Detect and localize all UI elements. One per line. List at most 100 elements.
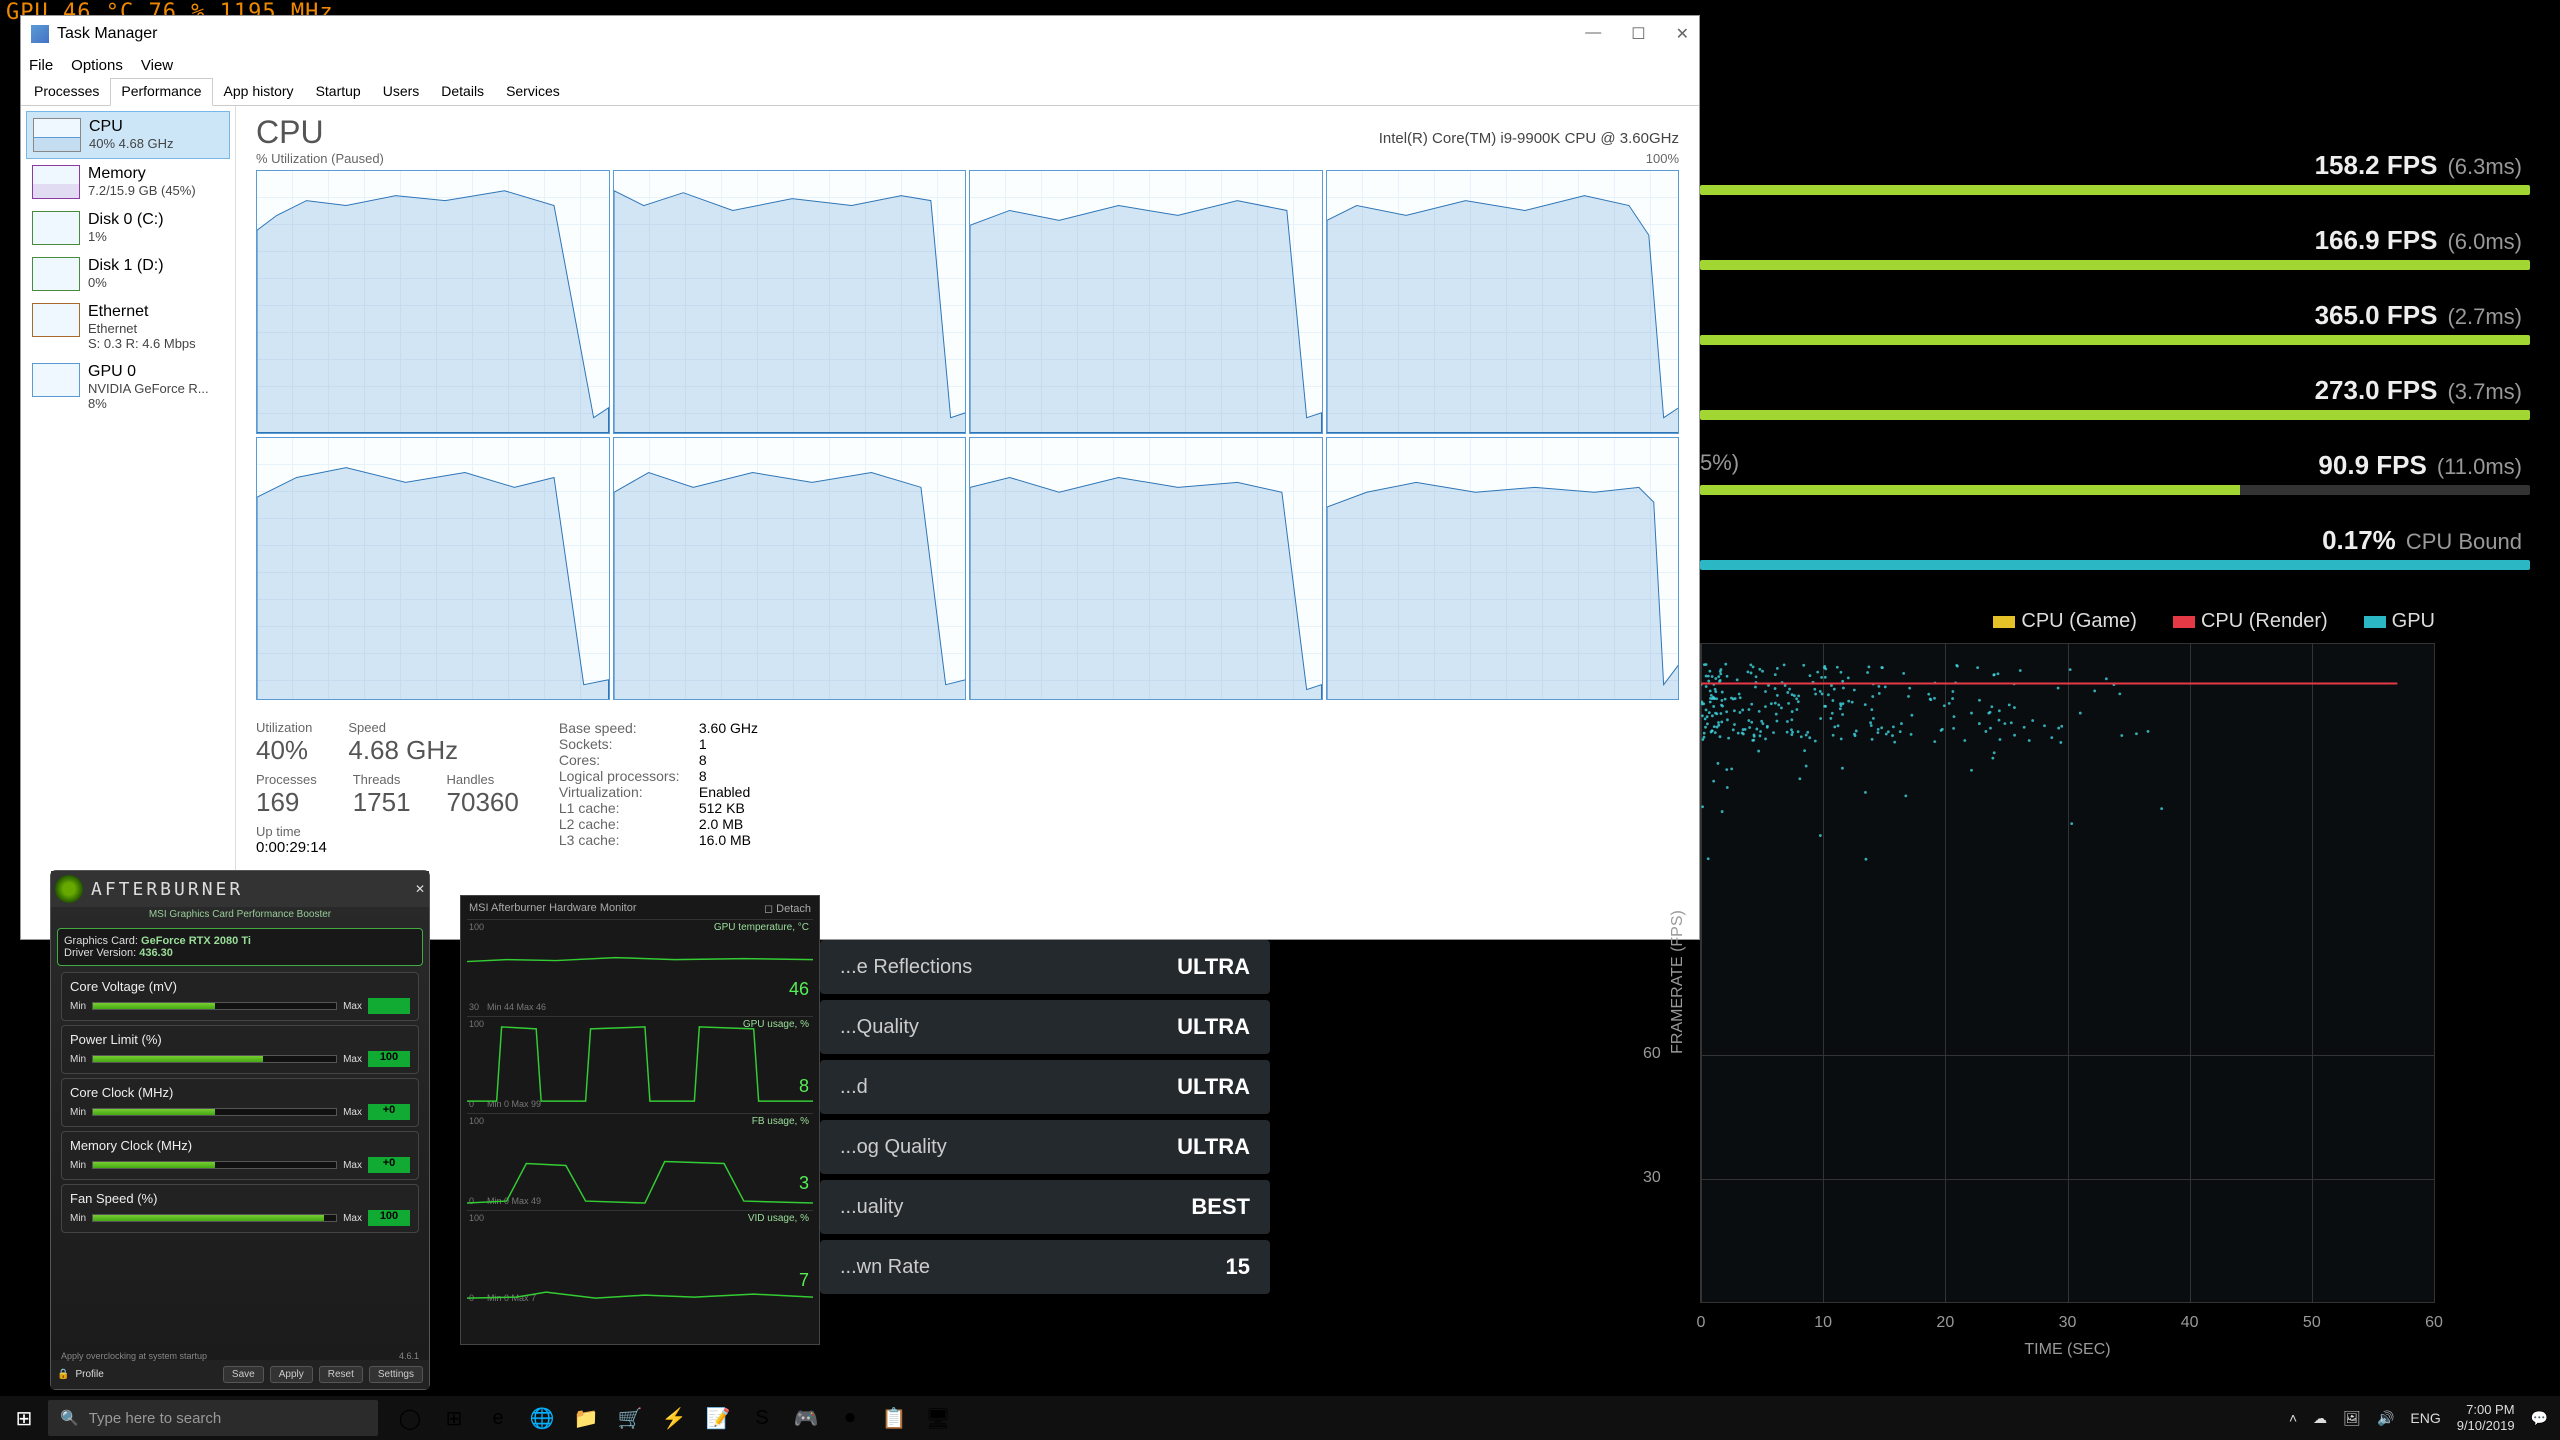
msi-gpu-name: GeForce RTX 2080 Ti <box>141 935 251 947</box>
legend-item: CPU (Render) <box>2155 610 2328 632</box>
stat-threads-value: 1751 <box>353 787 411 818</box>
start-button[interactable]: ⊞ <box>0 1396 48 1440</box>
chart-label-right: 100% <box>1646 151 1679 166</box>
msi-gpu-card: Graphics Card: GeForce RTX 2080 Ti Drive… <box>57 928 423 966</box>
menu-file[interactable]: File <box>29 57 53 74</box>
stat-util-label: Utilization <box>256 720 312 735</box>
taskbar-app-7[interactable]: 📝 <box>696 1396 740 1440</box>
tray-icon-4[interactable]: ENG <box>2410 1410 2440 1426</box>
search-box[interactable]: 🔍 Type here to search <box>48 1400 378 1436</box>
taskbar-app-1[interactable]: ⊞ <box>432 1396 476 1440</box>
sidebar-item-gpu-0[interactable]: GPU 0NVIDIA GeForce R...8% <box>26 357 230 417</box>
tab-startup[interactable]: Startup <box>305 78 372 105</box>
cpu-model: Intel(R) Core(TM) i9-9900K CPU @ 3.60GHz <box>1379 130 1679 147</box>
tray-icon-1[interactable]: ☁ <box>2313 1410 2327 1427</box>
taskbar-app-2[interactable]: e <box>476 1396 520 1440</box>
tab-processes[interactable]: Processes <box>23 78 110 105</box>
minimize-button[interactable]: — <box>1585 24 1601 44</box>
tray-icon-2[interactable]: 🖼 <box>2343 1410 2361 1427</box>
tray-icon-0[interactable]: ˄ <box>2289 1410 2297 1426</box>
fps-row-5: 0.17%CPU Bound <box>1700 525 2530 570</box>
sidebar-item-disk-0-c-[interactable]: Disk 0 (C:)1% <box>26 205 230 251</box>
hw-panel-2: FB usage, %1000 Min 0 Max 49 3 <box>467 1113 813 1208</box>
taskbar-app-9[interactable]: 🎮 <box>784 1396 828 1440</box>
taskbar-app-3[interactable]: 🌐 <box>520 1396 564 1440</box>
slider-fan-speed-[interactable]: Fan Speed (%) MinMax100 <box>61 1184 419 1233</box>
msi-reset-button[interactable]: Reset <box>319 1366 363 1383</box>
msi-profile-label: Profile <box>75 1369 103 1380</box>
time: 7:00 PM <box>2457 1402 2515 1418</box>
legend-item: CPU (Game) <box>1975 610 2137 632</box>
sidebar-item-disk-1-d-[interactable]: Disk 1 (D:)0% <box>26 251 230 297</box>
tab-users[interactable]: Users <box>372 78 431 105</box>
menu-view[interactable]: View <box>141 57 173 74</box>
tab-details[interactable]: Details <box>430 78 495 105</box>
tray-icon-3[interactable]: 🔊 <box>2377 1410 2394 1427</box>
slider-memory-clock-mhz-[interactable]: Memory Clock (MHz) MinMax+0 <box>61 1131 419 1180</box>
clock[interactable]: 7:00 PM 9/10/2019 <box>2457 1402 2515 1433</box>
taskbar-app-0[interactable]: ◯ <box>388 1396 432 1440</box>
msi-titlebar[interactable]: AFTERBURNER ✕ <box>51 871 429 907</box>
slider-power-limit-[interactable]: Power Limit (%) MinMax100 <box>61 1025 419 1074</box>
stat-proc-label: Processes <box>256 772 317 787</box>
thumb-icon <box>33 118 81 152</box>
maximize-button[interactable]: ☐ <box>1631 24 1645 44</box>
menu-options[interactable]: Options <box>71 57 123 74</box>
close-button[interactable]: ✕ <box>1676 24 1689 44</box>
tab-app-history[interactable]: App history <box>213 78 305 105</box>
sidebar-item-ethernet[interactable]: EthernetEthernetS: 0.3 R: 4.6 Mbps <box>26 297 230 357</box>
menubar: File Options View <box>21 52 1699 78</box>
cpu-core-6 <box>969 437 1323 701</box>
game-settings-panel: ...e ReflectionsULTRA ...QualityULTRA ...d… <box>820 940 1270 1300</box>
game-setting-row[interactable]: ...QualityULTRA <box>820 1000 1270 1054</box>
taskbar-app-6[interactable]: ⚡ <box>652 1396 696 1440</box>
tab-services[interactable]: Services <box>495 78 571 105</box>
msi-logo-icon <box>55 875 83 903</box>
taskbar-app-8[interactable]: S <box>740 1396 784 1440</box>
msi-title-text: AFTERBURNER <box>91 879 243 900</box>
thumb-icon <box>32 211 80 245</box>
game-setting-row[interactable]: ...dULTRA <box>820 1060 1270 1114</box>
taskbar-app-4[interactable]: 📁 <box>564 1396 608 1440</box>
tab-performance[interactable]: Performance <box>110 78 212 106</box>
msi-apply-button[interactable]: Apply <box>270 1366 313 1383</box>
msi-hw-detach-button[interactable]: ◻ Detach <box>764 902 811 915</box>
stat-proc-value: 169 <box>256 787 317 818</box>
perf-heading: CPU <box>256 114 324 151</box>
msi-afterburner-window: AFTERBURNER ✕ MSI Graphics Card Performa… <box>50 870 430 1390</box>
cpu-core-4 <box>256 437 610 701</box>
game-setting-row[interactable]: ...wn Rate15 <box>820 1240 1270 1294</box>
stat-handles-label: Handles <box>447 772 519 787</box>
taskbar-app-10[interactable]: ⏺ <box>828 1396 872 1440</box>
thumb-icon <box>32 363 80 397</box>
stat-handles-value: 70360 <box>447 787 519 818</box>
game-setting-row[interactable]: ...e ReflectionsULTRA <box>820 940 1270 994</box>
tabs: Processes Performance App history Startu… <box>21 78 1699 106</box>
notifications-icon[interactable]: 💬 <box>2531 1410 2548 1427</box>
slider-core-voltage-mv-[interactable]: Core Voltage (mV) MinMax <box>61 972 419 1021</box>
thumb-icon <box>32 257 80 291</box>
taskbar-app-12[interactable]: 🖥 <box>916 1396 960 1440</box>
msi-startup-checkbox[interactable]: Apply overclocking at system startup <box>61 1351 207 1361</box>
fps-row-1: 166.9 FPS(6.0ms) <box>1700 225 2530 270</box>
taskbar-app-11[interactable]: 📋 <box>872 1396 916 1440</box>
msi-subtitle: MSI Graphics Card Performance Booster <box>51 907 429 922</box>
cpu-specs: Base speed:3.60 GHzSockets:1Cores:8Logic… <box>559 720 758 856</box>
msi-save-button[interactable]: Save <box>223 1366 264 1383</box>
window-title: Task Manager <box>57 25 158 43</box>
msi-hw-title: MSI Afterburner Hardware Monitor <box>469 902 637 915</box>
taskbar-app-5[interactable]: 🛒 <box>608 1396 652 1440</box>
fps-row-4: 5%)90.9 FPS(11.0ms) <box>1700 450 2530 495</box>
chart-label-left: % Utilization (Paused) <box>256 151 384 166</box>
msi-close-button[interactable]: ✕ <box>415 882 425 896</box>
slider-core-clock-mhz-[interactable]: Core Clock (MHz) MinMax+0 <box>61 1078 419 1127</box>
sidebar-item-memory[interactable]: Memory7.2/15.9 GB (45%) <box>26 159 230 205</box>
game-setting-row[interactable]: ...og QualityULTRA <box>820 1120 1270 1174</box>
cpu-core-grid[interactable] <box>256 170 1679 700</box>
sidebar-item-cpu[interactable]: CPU40% 4.68 GHz <box>26 111 230 159</box>
msi-settings-button[interactable]: Settings <box>369 1366 423 1383</box>
task-manager-window: Task Manager — ☐ ✕ File Options View Pro… <box>20 15 1700 940</box>
hw-panel-0: GPU temperature, °C10030 Min 44 Max 46 4… <box>467 919 813 1014</box>
game-setting-row[interactable]: ...ualityBEST <box>820 1180 1270 1234</box>
titlebar[interactable]: Task Manager — ☐ ✕ <box>21 16 1699 52</box>
